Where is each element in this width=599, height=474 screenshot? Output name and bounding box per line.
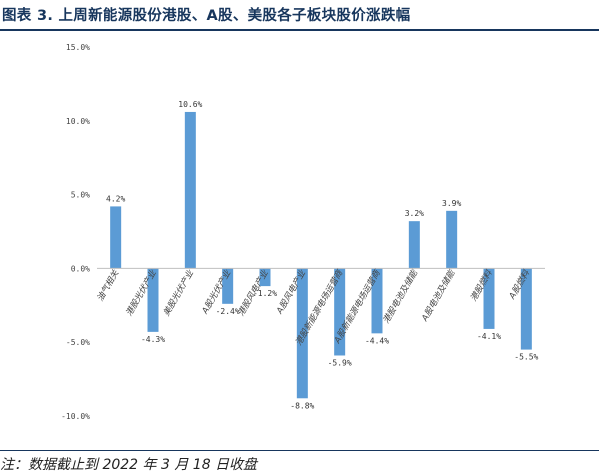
data-label: 3.2% xyxy=(405,209,424,218)
bar xyxy=(296,268,308,399)
bar xyxy=(371,268,383,334)
data-label: -4.1% xyxy=(477,332,501,341)
data-label: -8.8% xyxy=(290,401,314,410)
data-label: -1.2% xyxy=(253,289,277,298)
bar xyxy=(483,268,495,329)
y-tick-label: 10.0% xyxy=(66,117,90,126)
bar xyxy=(110,206,122,269)
category-label: 油气相关 xyxy=(95,268,122,303)
data-label: -4.4% xyxy=(365,336,389,345)
data-label: 10.6% xyxy=(178,100,202,109)
data-label: 3.9% xyxy=(442,199,461,208)
data-label: -5.5% xyxy=(514,353,538,362)
data-label: -4.3% xyxy=(141,335,165,344)
bar xyxy=(184,111,196,269)
chart-title: 图表 3. 上周新能源股份港股、A股、美股各子板块股价涨跌幅 xyxy=(2,8,411,24)
bar-chart: 15.0% 10.0% 5.0% 0.0% -5.0% -10.0% 4.2% -4.3% 10… xyxy=(61,43,545,421)
y-tick-label: 5.0% xyxy=(71,191,90,200)
category-label: 港股电池及储能 xyxy=(381,267,421,325)
bar xyxy=(147,268,159,332)
y-tick-label: -5.0% xyxy=(66,338,90,347)
y-tick-label: 0.0% xyxy=(71,264,90,273)
source-note: 注：数据截止到 2022 年 3 月 18 日收盘 xyxy=(0,457,258,473)
title-divider xyxy=(0,29,599,31)
data-label: -5.9% xyxy=(328,358,352,367)
bar xyxy=(334,268,346,356)
footnote-divider xyxy=(0,450,599,451)
data-label: -2.4% xyxy=(216,307,240,316)
data-label: 4.2% xyxy=(106,194,125,203)
bar xyxy=(222,268,234,304)
category-label: 美股光伏产业 xyxy=(161,267,197,318)
bar xyxy=(446,210,458,269)
bar xyxy=(408,221,420,269)
bar xyxy=(259,268,271,287)
category-label: A股电池及储能 xyxy=(419,267,458,324)
y-tick-label: -10.0% xyxy=(61,412,90,421)
y-tick-label: 15.0% xyxy=(66,43,90,52)
bar xyxy=(520,268,532,350)
